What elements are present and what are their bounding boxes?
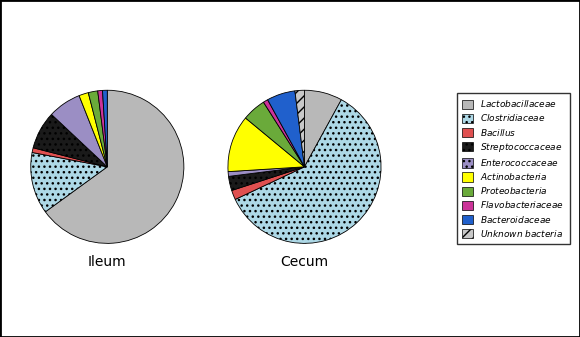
Wedge shape <box>229 167 304 190</box>
Title: Ileum: Ileum <box>88 255 126 269</box>
Wedge shape <box>245 102 304 167</box>
Wedge shape <box>97 90 107 167</box>
Wedge shape <box>235 100 381 243</box>
Wedge shape <box>267 91 304 167</box>
Wedge shape <box>79 93 107 167</box>
Wedge shape <box>88 91 107 167</box>
Wedge shape <box>263 100 304 167</box>
Wedge shape <box>45 90 184 243</box>
Wedge shape <box>103 90 107 167</box>
Wedge shape <box>31 152 107 212</box>
Legend: $\it{Lactobacillaceae}$, $\it{Clostridiaceae}$, $\it{Bacillus}$, $\it{Streptococ: $\it{Lactobacillaceae}$, $\it{Clostridia… <box>456 93 570 244</box>
Title: Cecum: Cecum <box>281 255 328 269</box>
Wedge shape <box>295 90 304 167</box>
Wedge shape <box>33 114 107 167</box>
Wedge shape <box>304 90 342 167</box>
Wedge shape <box>228 118 304 172</box>
Wedge shape <box>231 167 304 200</box>
Wedge shape <box>32 148 107 167</box>
Wedge shape <box>52 96 107 167</box>
Wedge shape <box>228 167 304 176</box>
